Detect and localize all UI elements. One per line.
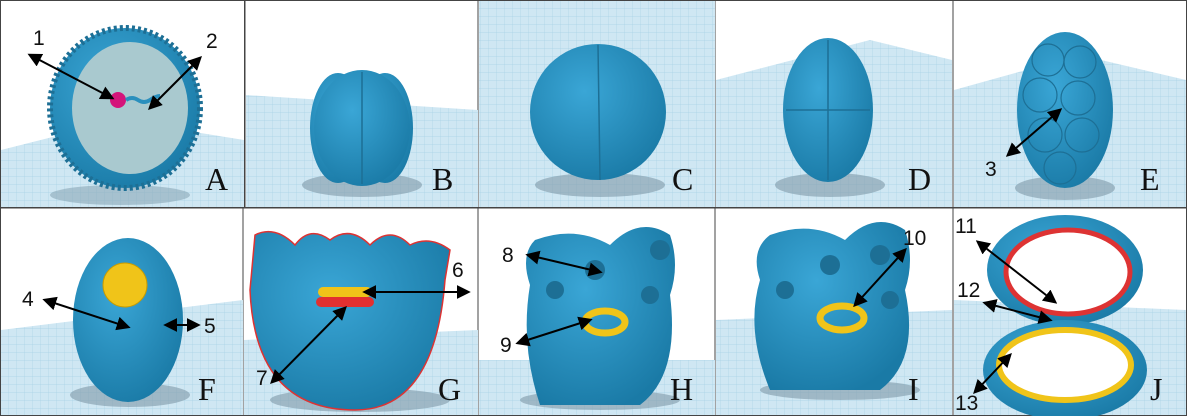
callout-number: 8 xyxy=(502,244,514,267)
callout-number: 1 xyxy=(33,27,45,50)
panel-label: H xyxy=(670,371,693,407)
panel-label: D xyxy=(908,161,931,197)
panel-label: A xyxy=(205,161,228,197)
callout-number: 12 xyxy=(957,279,980,302)
panel-label: F xyxy=(198,371,216,407)
callout-number: 3 xyxy=(985,158,997,181)
callout-number: 7 xyxy=(256,367,268,390)
panel-label: G xyxy=(438,371,461,407)
figure: A B C D E F G H I J 1 2 3 4 5 6 7 8 9 10… xyxy=(0,0,1187,416)
callout-number: 10 xyxy=(903,227,926,250)
callout-number: 2 xyxy=(206,30,218,53)
callout-number: 13 xyxy=(955,392,978,415)
panel-label: J xyxy=(1150,371,1162,407)
callout-number: 4 xyxy=(22,288,34,311)
panel-label: B xyxy=(432,161,453,197)
panel-label: E xyxy=(1140,161,1160,197)
panel-label: I xyxy=(908,371,919,407)
callout-number: 5 xyxy=(204,315,216,338)
callout-number: 6 xyxy=(452,259,464,282)
panel-label: C xyxy=(672,161,693,197)
callout-number: 11 xyxy=(955,215,977,238)
callout-number: 9 xyxy=(500,334,512,357)
